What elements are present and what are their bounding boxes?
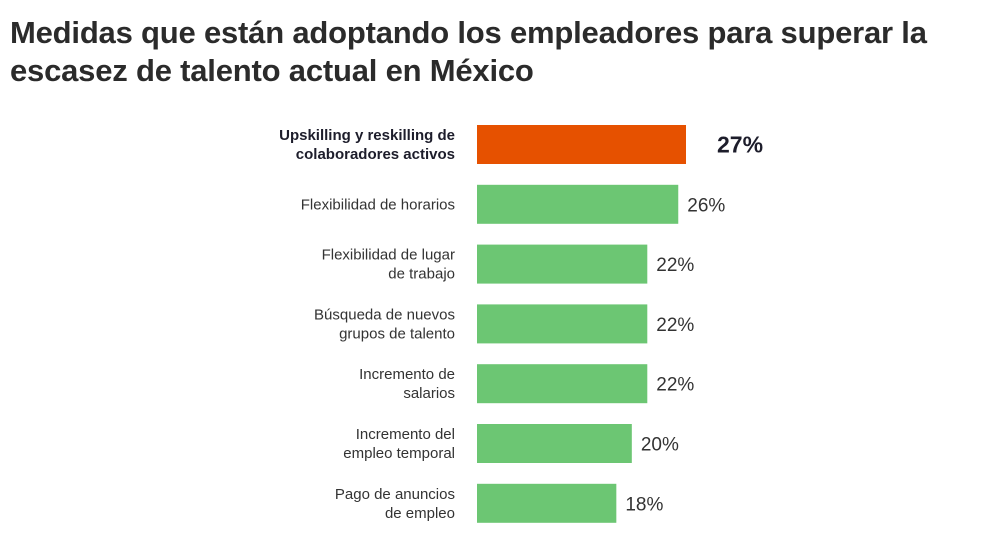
bar [477,125,686,164]
category-label: Incremento de salarios [359,366,455,402]
bar [477,184,679,224]
category-label: Upskilling y reskilling de colaboradores … [279,127,455,163]
bar [477,244,648,284]
chart-title: Medidas que están adoptando los empleado… [10,15,927,88]
bar [477,304,648,344]
value-label: 20% [641,435,679,456]
bar [477,424,632,463]
value-label: 22% [656,315,694,336]
category-label: Incremento del empleo temporal [343,426,455,462]
category-label: Búsqueda de nuevos grupos de talento [314,306,455,342]
value-label: 22% [656,255,694,276]
category-label: Pago de anuncios de empleo [335,486,455,522]
value-label: 26% [687,195,725,216]
value-label: 27% [717,132,763,158]
category-label: Flexibilidad de lugar de trabajo [322,247,455,283]
category-label: Flexibilidad de horarios [301,196,455,213]
value-label: 22% [656,375,694,396]
bar [477,483,617,523]
value-label: 18% [625,494,663,515]
bar [477,364,648,404]
